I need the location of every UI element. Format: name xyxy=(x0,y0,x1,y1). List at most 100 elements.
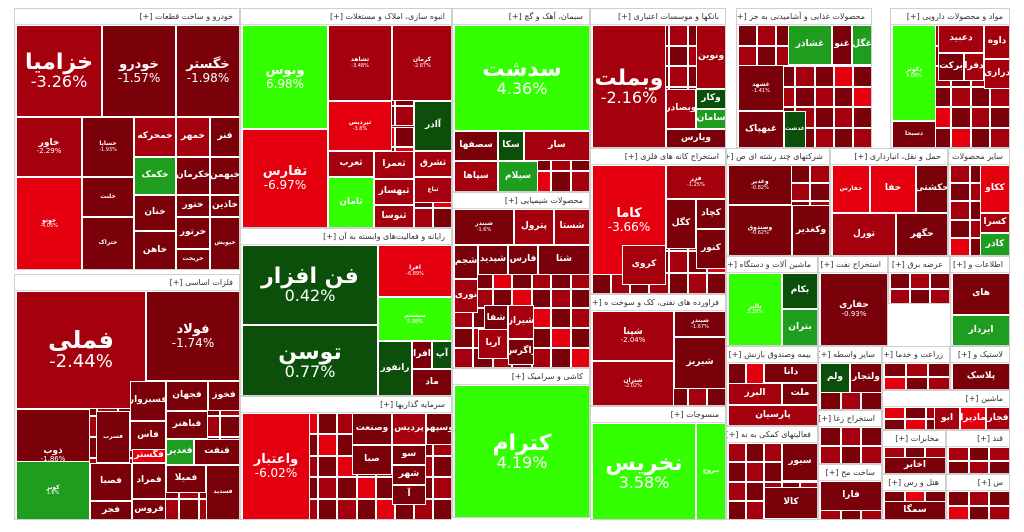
sector-title[interactable]: عرضه برق [+] xyxy=(889,257,949,273)
minor-stock-tile[interactable] xyxy=(551,328,571,349)
minor-stock-tile[interactable] xyxy=(951,127,971,147)
stock-tile[interactable]: خوتو -4.05% xyxy=(16,177,82,269)
minor-stock-tile[interactable] xyxy=(454,328,474,349)
sector-title[interactable]: لاستیک و [+] xyxy=(951,347,1009,363)
sector-title[interactable]: خودرو و ساخت قطعات [+] xyxy=(15,9,239,25)
minor-stock-tile[interactable] xyxy=(789,183,810,202)
stock-tile[interactable]: کویر 1.6% xyxy=(16,461,90,519)
stock-tile[interactable]: خمهر xyxy=(176,117,210,157)
stock-tile[interactable]: افرا xyxy=(412,341,432,369)
minor-stock-tile[interactable] xyxy=(318,413,338,435)
minor-stock-tile[interactable] xyxy=(950,165,970,184)
stock-tile[interactable]: سمگا xyxy=(884,501,945,519)
minor-stock-tile[interactable] xyxy=(746,443,764,463)
stock-tile[interactable]: نوری xyxy=(454,279,478,313)
stock-tile[interactable]: توسن 0.77% xyxy=(242,325,378,395)
stock-tile[interactable]: ثعمرا xyxy=(374,151,414,179)
sector-title[interactable]: استخراج نفت [+] xyxy=(819,257,887,273)
minor-stock-tile[interactable] xyxy=(551,171,571,191)
minor-stock-tile[interactable] xyxy=(950,219,970,238)
stock-tile[interactable]: فنر xyxy=(210,117,239,157)
sector-title[interactable]: هتل و رس [+] xyxy=(883,475,945,491)
minor-stock-tile[interactable] xyxy=(746,462,764,482)
stock-tile[interactable]: غبهپاک xyxy=(738,111,784,147)
stock-tile[interactable]: حفا xyxy=(870,165,916,213)
stock-tile[interactable]: خاهن xyxy=(134,231,176,269)
minor-stock-tile[interactable] xyxy=(394,126,414,147)
stock-tile[interactable]: شبندر -1.6% xyxy=(454,209,514,245)
stock-tile[interactable]: خگستر -1.98% xyxy=(176,25,239,117)
stock-tile[interactable]: ویارس xyxy=(666,129,725,147)
minor-stock-tile[interactable] xyxy=(413,207,433,227)
stock-tile[interactable]: زاگرس xyxy=(508,339,534,365)
minor-stock-tile[interactable] xyxy=(906,376,928,389)
sector-title[interactable]: مخابرات [+] xyxy=(883,431,945,447)
sector-title[interactable]: کاشی و سرامیک [+] xyxy=(453,369,589,385)
minor-stock-tile[interactable] xyxy=(706,272,725,293)
minor-stock-tile[interactable] xyxy=(910,288,930,303)
minor-stock-tile[interactable] xyxy=(884,407,905,419)
stock-tile[interactable]: فجر xyxy=(90,501,132,519)
minor-stock-tile[interactable] xyxy=(884,363,906,377)
stock-tile[interactable]: رانفور xyxy=(378,341,412,395)
stock-tile[interactable]: دسبحا xyxy=(892,121,936,147)
minor-stock-tile[interactable] xyxy=(814,66,834,87)
stock-tile[interactable]: فنفت xyxy=(194,439,239,465)
stock-tile[interactable]: فروس xyxy=(132,499,166,519)
minor-stock-tile[interactable] xyxy=(852,127,871,147)
sector-title[interactable]: فلزات اساسی [+] xyxy=(15,275,239,291)
stock-tile[interactable]: فجهان xyxy=(166,381,208,411)
minor-stock-tile[interactable] xyxy=(930,273,949,289)
minor-stock-tile[interactable] xyxy=(905,407,926,419)
minor-stock-tile[interactable] xyxy=(432,477,451,499)
stock-tile[interactable]: داوه xyxy=(984,25,1009,59)
stock-tile[interactable]: تورل xyxy=(832,213,896,255)
minor-stock-tile[interactable] xyxy=(968,460,990,473)
minor-stock-tile[interactable] xyxy=(970,107,991,128)
minor-stock-tile[interactable] xyxy=(668,272,688,293)
minor-stock-tile[interactable] xyxy=(930,288,949,303)
minor-stock-tile[interactable] xyxy=(219,415,239,437)
minor-stock-tile[interactable] xyxy=(356,477,376,499)
stock-tile[interactable]: شتا xyxy=(538,245,589,275)
minor-stock-tile[interactable] xyxy=(570,348,589,367)
minor-stock-tile[interactable] xyxy=(833,107,853,128)
stock-tile[interactable]: خریخت xyxy=(176,249,210,269)
sector-title[interactable]: شرکتهای چند رشته ای ص [+] xyxy=(727,149,829,165)
stock-tile[interactable]: کچاد xyxy=(696,199,725,229)
stock-tile[interactable]: شیراز xyxy=(508,305,534,339)
minor-stock-tile[interactable] xyxy=(728,500,746,519)
sector-title[interactable]: فراورده های نفتی، کک و سوخت ه [+] xyxy=(591,295,725,311)
stock-tile[interactable]: وسپهر xyxy=(426,413,451,445)
stock-tile[interactable]: ونوین xyxy=(696,25,725,89)
minor-stock-tile[interactable] xyxy=(833,86,853,107)
stock-tile[interactable]: تفارس -6.97% xyxy=(242,129,328,227)
minor-stock-tile[interactable] xyxy=(809,165,829,184)
stock-tile[interactable]: غنو xyxy=(832,25,852,65)
minor-stock-tile[interactable] xyxy=(884,376,906,389)
minor-stock-tile[interactable] xyxy=(551,348,571,367)
stock-tile[interactable]: فباهنر xyxy=(166,411,208,439)
minor-stock-tile[interactable] xyxy=(531,288,552,309)
stock-tile[interactable]: ابو xyxy=(934,407,960,429)
stock-tile[interactable]: نخریس 3.58% xyxy=(592,423,696,519)
stock-tile[interactable]: حگهر xyxy=(896,213,947,255)
stock-tile[interactable]: شفا xyxy=(484,305,508,333)
stock-tile[interactable]: خساپا -1.93% xyxy=(82,117,134,177)
stock-tile[interactable]: اخابر xyxy=(884,457,945,473)
stock-tile[interactable]: بکام xyxy=(782,273,817,309)
stock-tile[interactable]: سیستم 5.98% xyxy=(378,297,451,341)
stock-tile[interactable]: وغدیر -0.82% xyxy=(728,165,792,205)
minor-stock-tile[interactable] xyxy=(728,443,746,463)
minor-stock-tile[interactable] xyxy=(852,107,871,128)
stock-tile[interactable]: ولم xyxy=(820,363,850,393)
sector-title[interactable]: س [+] xyxy=(947,475,1009,491)
minor-stock-tile[interactable] xyxy=(968,491,990,506)
minor-stock-tile[interactable] xyxy=(820,445,841,463)
stock-tile[interactable]: کگل xyxy=(666,199,696,249)
stock-tile[interactable]: البرز xyxy=(728,383,782,405)
stock-tile[interactable]: کنور xyxy=(696,229,725,269)
minor-stock-tile[interactable] xyxy=(687,387,707,405)
sector-title[interactable]: مواد و محصولات دارویی [+] xyxy=(891,9,1009,25)
minor-stock-tile[interactable] xyxy=(951,107,971,128)
